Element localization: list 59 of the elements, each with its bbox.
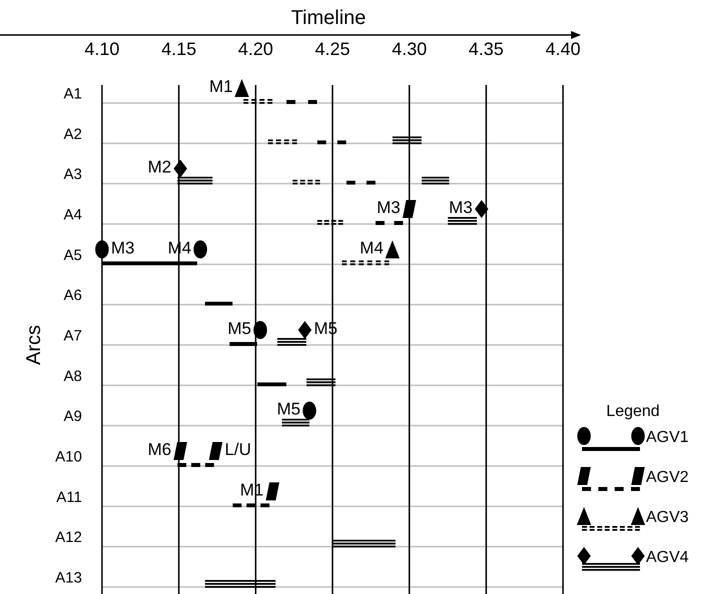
bar [268,139,298,144]
y-tick-label: A9 [64,408,82,426]
point [174,442,188,460]
y-tick-label: A11 [56,488,82,506]
annotation: M3 [376,198,400,217]
x-axis-title: Timeline [291,7,366,29]
annotation: M4 [360,238,384,258]
y-tick-label: A7 [64,328,82,344]
annotation: M3 [111,238,135,258]
legend-title: Legend [606,403,660,420]
x-tick-label: 4.20 [238,39,274,59]
annotation: M6 [148,440,172,459]
y-tick-label: A1 [64,86,82,102]
point [385,240,400,258]
y-tick-label: A8 [64,368,82,385]
x-tick-label: 4.25 [314,39,350,59]
legend-label: AGV3 [646,509,689,526]
y-tick-label: A3 [64,166,82,184]
legend-label: AGV4 [646,549,689,566]
x-tick-label: 4.10 [84,39,120,59]
point [298,321,312,339]
bar [422,176,450,185]
point [474,200,488,218]
annotation: M1 [209,77,233,96]
bar [448,217,477,225]
legend-label: AGV2 [646,469,689,486]
y-tick-label: A6 [64,287,82,304]
y-tick-label: A12 [55,529,82,546]
point [402,200,416,218]
bar [286,100,318,104]
bar [342,260,390,266]
x-tick-label: 4.40 [545,39,581,59]
y-axis-title: Arcs [23,325,45,365]
annotation: M3 [448,198,473,217]
bar [204,302,233,306]
annotation: L/U [224,440,252,459]
y-tick-label: A10 [55,448,82,466]
bar [292,180,320,185]
point [208,442,222,460]
point [194,240,208,258]
annotation: M5 [228,319,252,338]
x-tick-label: 4.15 [161,39,196,59]
annotation: M5 [276,400,300,419]
point [174,160,188,178]
bar [346,180,376,185]
y-tick-label: A2 [64,126,82,143]
bar [376,221,404,225]
point [234,79,250,97]
point [266,482,280,500]
x-tick-label: 4.30 [392,39,427,59]
annotation: M2 [148,158,172,177]
x-tick-label: 4.35 [468,39,504,59]
y-tick-label: A5 [64,246,82,264]
legend-label: AGV1 [646,429,689,446]
y-tick-label: A4 [64,206,82,224]
point [302,402,316,420]
point [254,321,268,339]
point [95,240,109,258]
y-tick-label: A13 [55,570,82,586]
